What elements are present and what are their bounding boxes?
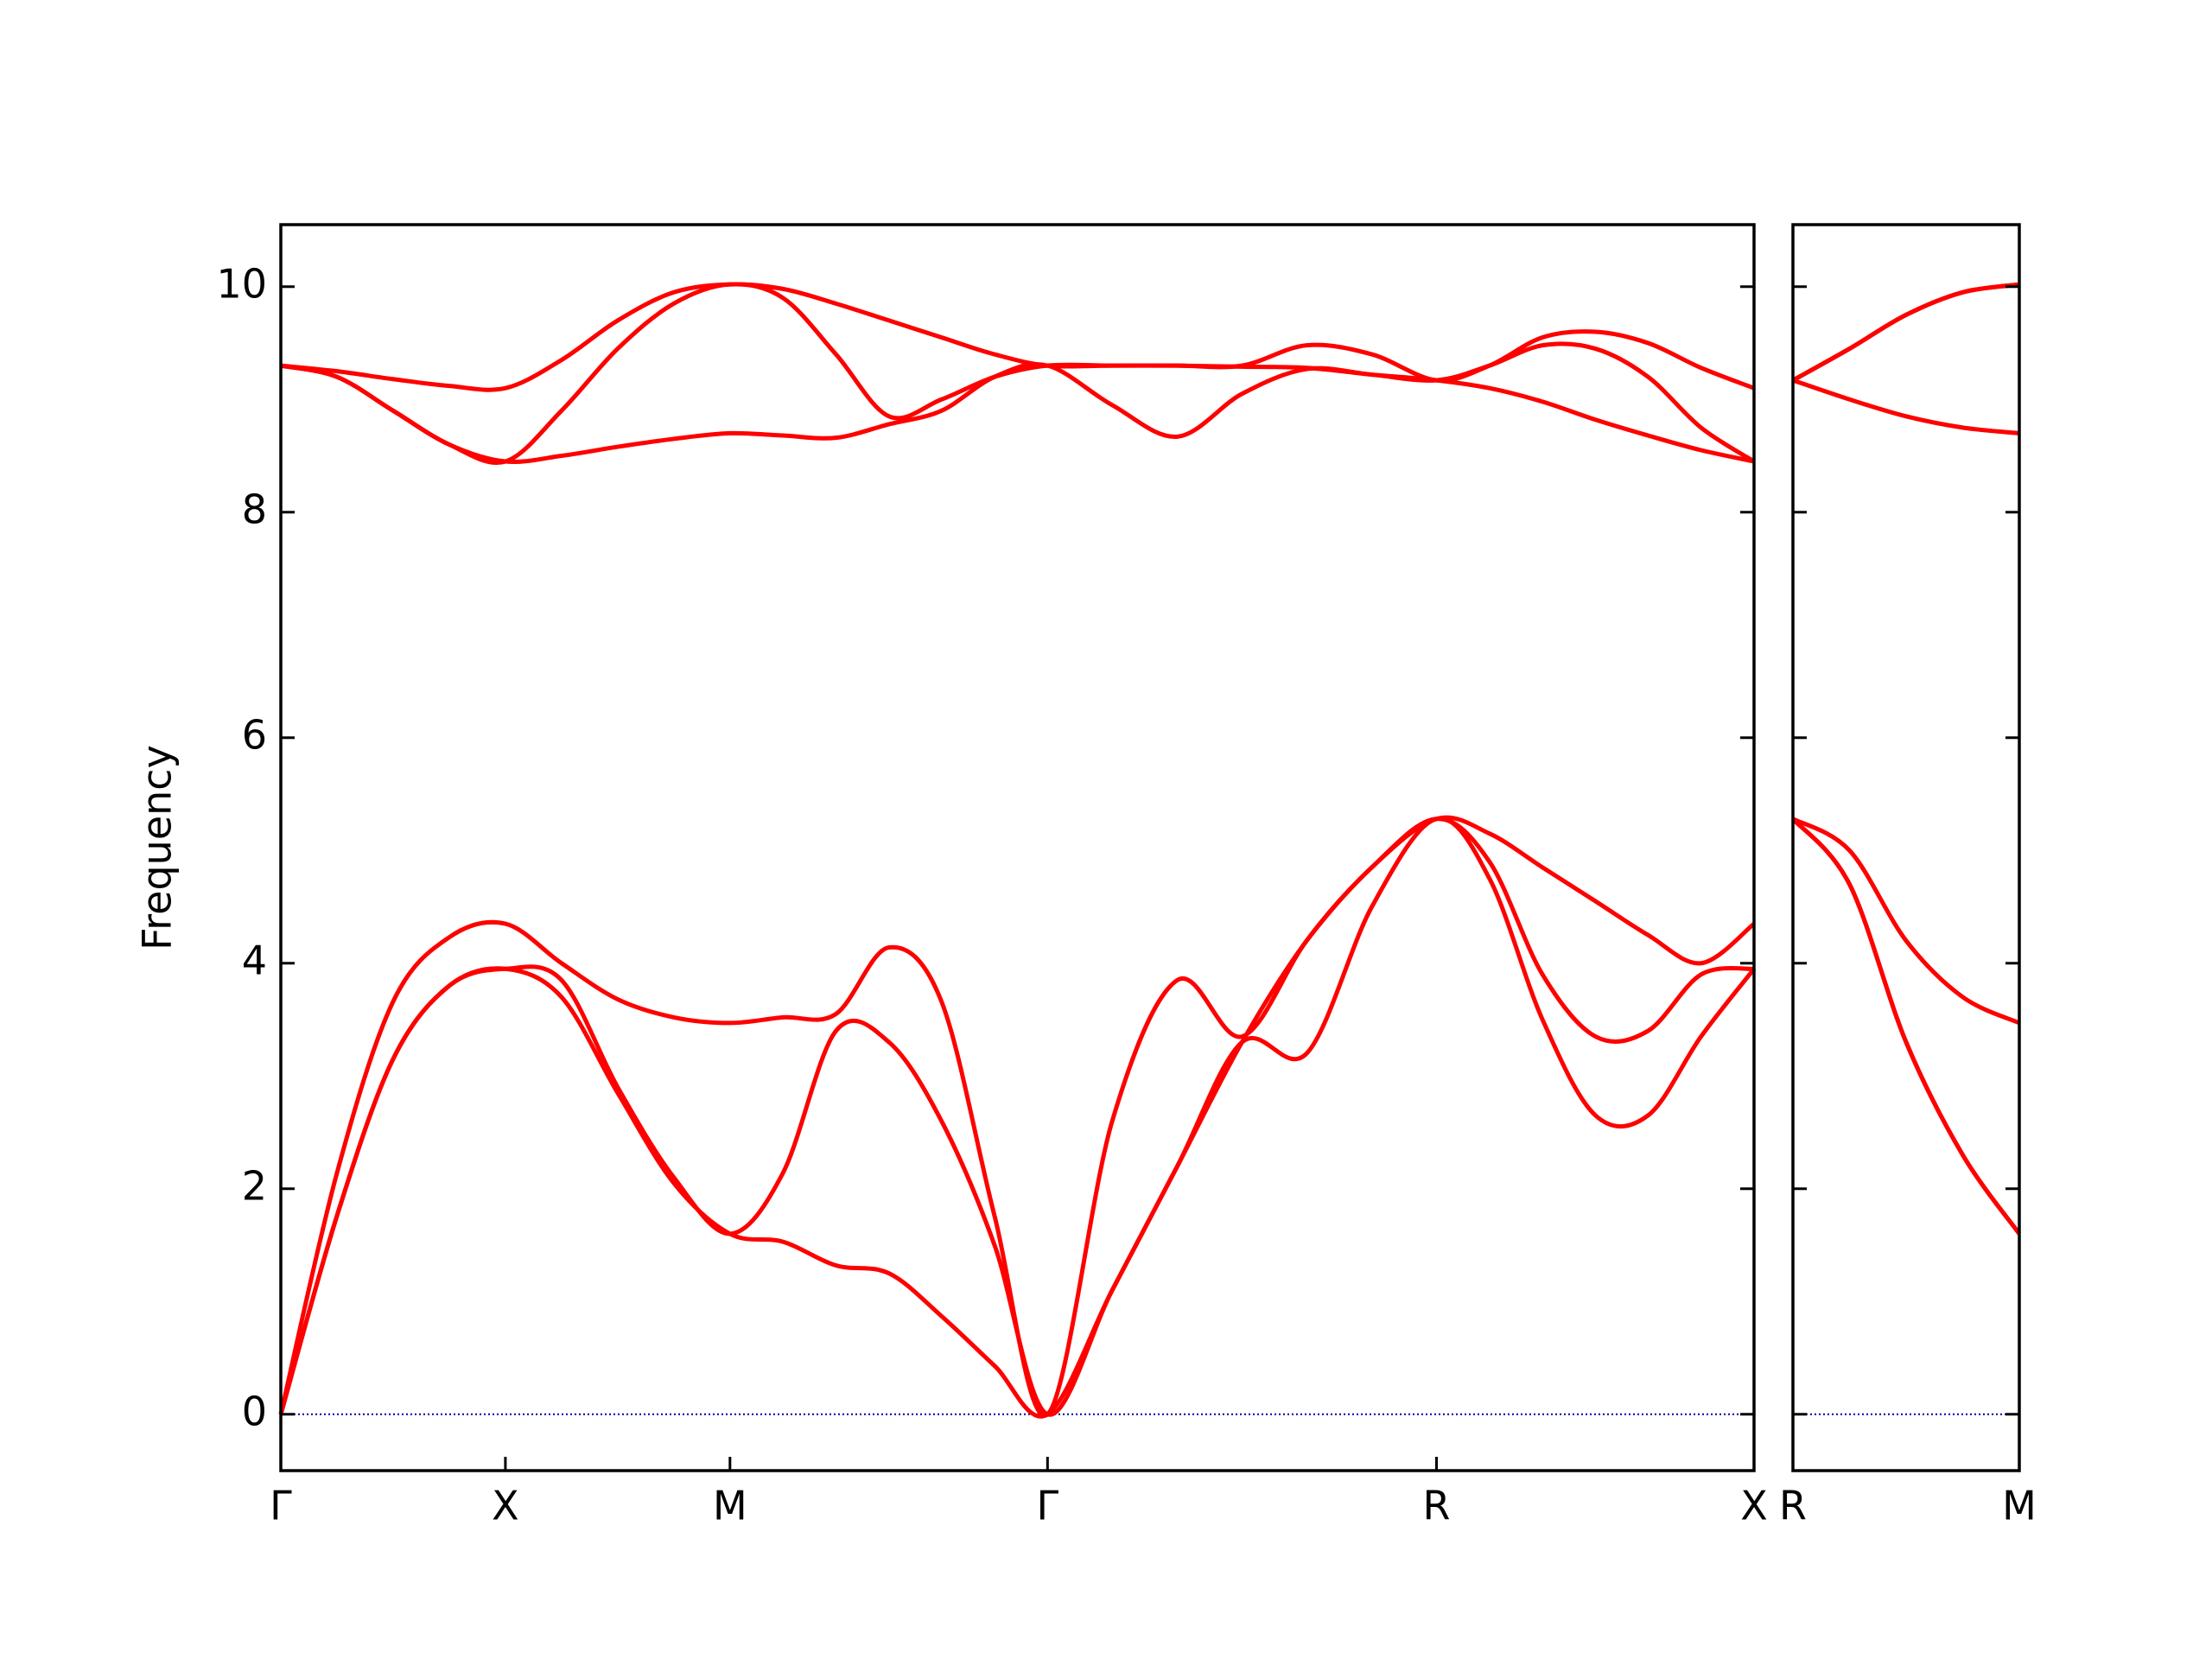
y-axis-label: Frequency — [134, 745, 181, 950]
band-line — [1791, 817, 2022, 1236]
band-line — [1791, 817, 2021, 1026]
x-tick-label: R — [1779, 1483, 1807, 1529]
x-tick-label: M — [2002, 1483, 2037, 1529]
band-line — [1791, 282, 2020, 383]
band-line — [280, 282, 1755, 392]
plot-frame — [1791, 223, 2021, 1472]
band-line — [278, 815, 1756, 1418]
y-tick-label: 8 — [242, 486, 267, 532]
band-line — [278, 817, 1755, 1417]
y-tick-label: 2 — [242, 1162, 267, 1209]
band-line — [280, 282, 1756, 465]
band-line — [1792, 378, 2020, 435]
band-line — [280, 362, 1755, 464]
plot-frame — [279, 223, 1756, 1472]
y-tick-label: 0 — [242, 1388, 267, 1434]
x-tick-label: X — [492, 1483, 519, 1529]
band-line — [1791, 817, 2022, 1236]
x-tick-label: R — [1423, 1483, 1451, 1529]
y-tick-label: 4 — [242, 937, 267, 983]
y-tick-label: 10 — [216, 260, 267, 307]
band-line — [1791, 282, 2020, 383]
x-tick-label: Γ — [1037, 1483, 1059, 1529]
x-tick-label: Γ — [270, 1483, 292, 1529]
panel: 0 2 4 6 8 10 Γ X M Γ R X Frequency — [134, 223, 1768, 1529]
y-tick-label: 6 — [242, 711, 267, 758]
x-tick-label: X — [1740, 1483, 1768, 1529]
x-tick-label: M — [713, 1483, 747, 1529]
